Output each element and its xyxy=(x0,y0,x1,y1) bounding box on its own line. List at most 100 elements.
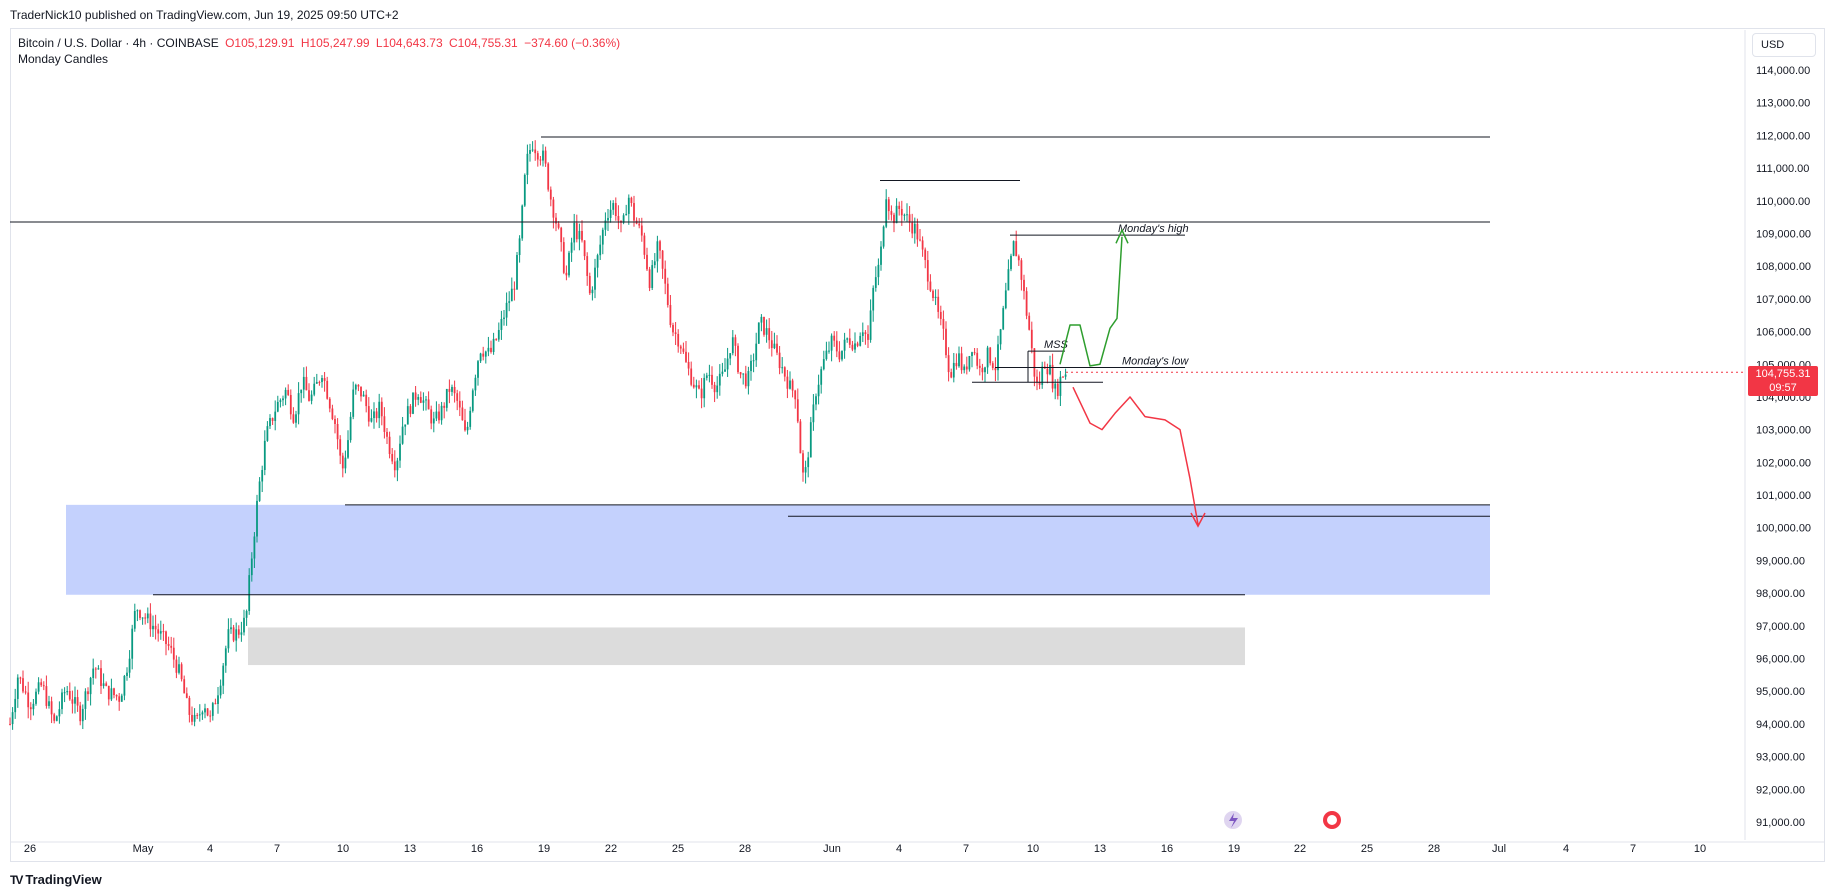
candle-body xyxy=(648,269,651,288)
y-tick-label: 108,000.00 xyxy=(1756,261,1811,273)
candle-body xyxy=(843,339,846,351)
candle-body xyxy=(269,418,271,427)
candle-body xyxy=(724,369,726,372)
candle-body xyxy=(1056,383,1059,396)
candle-body xyxy=(698,385,700,389)
candle-body xyxy=(29,707,32,710)
candle-body xyxy=(555,217,557,224)
currency-button[interactable]: USD xyxy=(1752,33,1816,57)
candle-body xyxy=(35,691,37,704)
candle-body xyxy=(789,380,791,389)
candle-body xyxy=(412,392,414,414)
candle-body xyxy=(549,189,552,200)
candle-body xyxy=(651,265,654,288)
candle-body xyxy=(14,698,17,713)
close-value: C104,755.31 xyxy=(448,36,518,50)
candle-body xyxy=(183,679,186,694)
candle-body xyxy=(48,701,50,706)
candle-body xyxy=(986,347,989,368)
candle-body xyxy=(786,376,789,389)
x-tick-label: 25 xyxy=(672,843,684,855)
candle-body xyxy=(406,406,409,425)
candle-body xyxy=(817,384,820,397)
x-tick-label: 10 xyxy=(337,843,349,855)
candle-body xyxy=(53,714,56,721)
indicator-label[interactable]: Monday Candles xyxy=(18,52,109,66)
candle-body xyxy=(263,440,266,471)
candle-body xyxy=(750,360,752,372)
candle-body xyxy=(958,353,960,367)
candle-body xyxy=(643,235,646,255)
demand-zone-blue xyxy=(66,504,1490,595)
tradingview-logo[interactable]: TV TradingView xyxy=(10,872,102,887)
candle-body xyxy=(370,418,373,422)
candle-body xyxy=(1049,364,1051,375)
gap-zone-grey xyxy=(248,627,1245,666)
candle-body xyxy=(84,691,87,709)
candle-body xyxy=(802,453,804,473)
candle-body xyxy=(581,230,583,241)
candle-body xyxy=(822,359,825,370)
candle-body xyxy=(882,226,885,247)
candle-body xyxy=(123,675,126,696)
candle-body xyxy=(916,223,919,240)
symbol-label[interactable]: Bitcoin / U.S. Dollar · 4h · COINBASE xyxy=(18,36,219,50)
candle-body xyxy=(388,436,391,454)
candle-body xyxy=(939,311,942,319)
candle-body xyxy=(198,714,201,716)
candle-body xyxy=(1023,279,1025,292)
candle-body xyxy=(1038,382,1041,385)
candle-body xyxy=(292,414,295,423)
x-tick-label: 16 xyxy=(1161,843,1173,855)
candle-body xyxy=(399,443,401,461)
candle-body xyxy=(781,367,784,369)
candle-body xyxy=(16,677,19,699)
candle-body xyxy=(76,697,79,706)
candle-body xyxy=(310,394,313,401)
candle-body xyxy=(812,404,815,423)
candle-body xyxy=(409,406,412,414)
chart-frame xyxy=(10,28,1825,862)
candle-body xyxy=(731,337,734,354)
candle-body xyxy=(438,411,440,421)
candle-body xyxy=(209,715,212,717)
x-tick-label: 4 xyxy=(896,843,902,855)
candle-body xyxy=(1062,376,1064,378)
candle-body xyxy=(1012,241,1015,256)
candle-body xyxy=(890,211,893,215)
candle-body xyxy=(926,260,929,282)
candle-body xyxy=(500,318,503,330)
candle-body xyxy=(770,340,773,349)
candle-body xyxy=(204,708,206,713)
candle-body xyxy=(469,410,472,427)
candle-body xyxy=(906,214,908,216)
candle-body xyxy=(362,394,365,397)
candle-body xyxy=(804,467,807,473)
candle-body xyxy=(630,197,633,204)
candle-body xyxy=(1051,364,1054,389)
candle-body xyxy=(981,367,984,373)
candle-body xyxy=(487,347,490,352)
candle-body xyxy=(152,625,154,630)
candle-body xyxy=(492,338,495,352)
candle-body xyxy=(700,388,703,399)
candle-body xyxy=(900,208,903,216)
candle-body xyxy=(89,677,92,695)
candle-body xyxy=(474,377,477,391)
annotation-monday-s-low: Monday's low xyxy=(1122,355,1189,367)
candle-body xyxy=(1015,241,1018,257)
candle-body xyxy=(360,386,362,397)
candle-body xyxy=(604,220,607,230)
candle-body xyxy=(1010,255,1012,270)
candle-body xyxy=(791,380,794,391)
candle-body xyxy=(1020,260,1023,280)
candle-body xyxy=(536,153,539,160)
candle-body xyxy=(851,344,854,350)
candle-body xyxy=(942,318,945,329)
candle-body xyxy=(170,645,173,648)
candle-body xyxy=(963,366,966,371)
candle-body xyxy=(126,672,128,676)
candle-body xyxy=(783,367,786,377)
candle-body xyxy=(37,682,40,692)
